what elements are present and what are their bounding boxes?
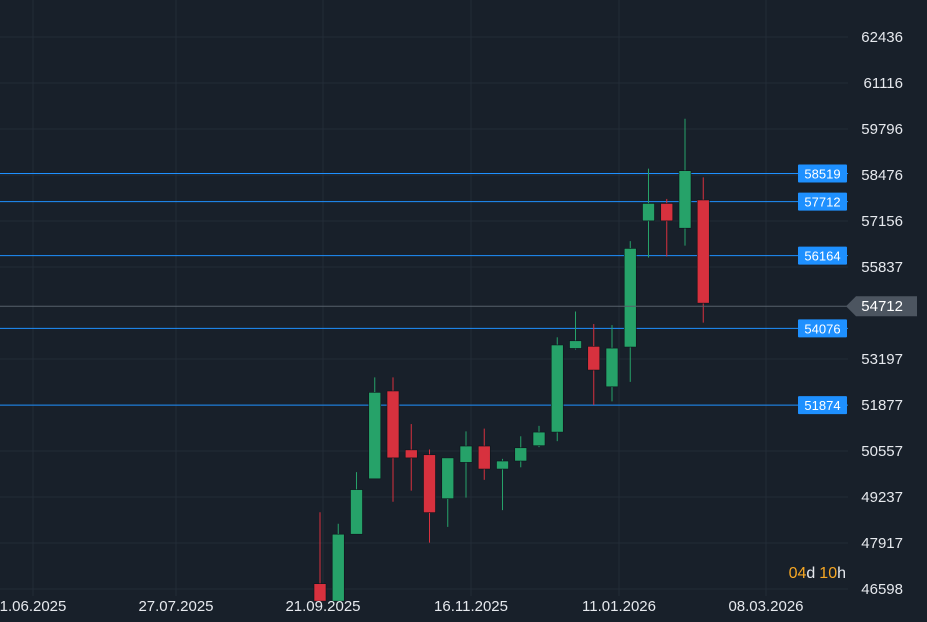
price-axis[interactable]: 62436 61116 59796 58476 57156 55837 53197 51877…: [861, 29, 903, 598]
y-tick-label: 50557: [861, 443, 903, 460]
candle[interactable]: [660, 198, 674, 257]
candle-body: [477, 445, 491, 470]
candle-body: [350, 489, 363, 535]
candle-body: [514, 447, 528, 462]
countdown-hours: 10: [819, 565, 837, 582]
current-price-marker: 54712: [0, 296, 917, 317]
level-label-box[interactable]: [798, 164, 847, 183]
candle-body: [569, 340, 582, 349]
x-tick-label: 08.03.2026: [728, 598, 803, 615]
candle[interactable]: [696, 177, 710, 323]
candle-body: [423, 454, 436, 513]
y-tick-label: 51877: [861, 397, 903, 414]
y-tick-label: 58476: [861, 167, 903, 184]
candle-body: [696, 199, 710, 304]
grid: [0, 0, 848, 596]
level-label: 58519: [804, 167, 840, 182]
candle[interactable]: [514, 436, 528, 468]
candle[interactable]: [331, 523, 345, 603]
y-tick-label: 55837: [861, 259, 903, 276]
y-tick-label: 53197: [861, 351, 903, 368]
candle[interactable]: [678, 118, 692, 246]
current-price-label: 54712: [861, 298, 903, 315]
y-tick-label: 47917: [861, 535, 903, 552]
candle-body: [404, 449, 418, 459]
horizontal-levels[interactable]: 58519 57712 56164 54076 51874: [0, 164, 848, 415]
x-tick-label: 11.01.2026: [582, 598, 656, 615]
countdown-hours-unit: h: [837, 565, 846, 582]
candle-body: [331, 533, 345, 602]
candle[interactable]: [404, 424, 418, 491]
level-label-box[interactable]: [798, 246, 847, 265]
y-tick-label: 57156: [861, 213, 903, 230]
level-label-box[interactable]: [798, 319, 847, 338]
candle-body: [313, 583, 327, 602]
candle-body: [605, 347, 619, 388]
x-tick-label: 16.11.2025: [434, 598, 508, 615]
countdown-days-unit: d: [806, 565, 815, 582]
candle-body: [386, 390, 400, 459]
candle-body: [678, 170, 692, 229]
candle-body: [496, 460, 509, 470]
candle[interactable]: [459, 431, 473, 498]
countdown-days: 04: [789, 565, 807, 582]
candle-body: [550, 344, 564, 433]
candle-body: [368, 392, 382, 480]
x-tick-label: 21.09.2025: [285, 598, 360, 615]
y-tick-label: 49237: [861, 489, 903, 506]
level-label: 51874: [804, 398, 840, 413]
y-tick-label: 61116: [864, 75, 904, 92]
level-label-box[interactable]: [798, 396, 847, 415]
candle[interactable]: [477, 428, 491, 480]
candle[interactable]: [350, 472, 363, 535]
level-label: 57712: [804, 195, 840, 210]
level-label-box[interactable]: [798, 192, 847, 211]
candle-body: [623, 248, 637, 348]
candle-body: [660, 203, 674, 222]
level-label: 54076: [804, 321, 840, 336]
candle-body: [441, 457, 455, 499]
current-price-tag: [846, 296, 917, 317]
candle[interactable]: [368, 377, 382, 480]
candle[interactable]: [313, 512, 327, 603]
candle[interactable]: [496, 458, 509, 511]
candle[interactable]: [550, 337, 564, 442]
candle[interactable]: [441, 457, 455, 527]
time-axis[interactable]: 1.06.2025 27.07.2025 21.09.2025 16.11.2025 1…: [0, 598, 804, 615]
y-tick-label: 62436: [861, 29, 903, 46]
candle[interactable]: [623, 241, 637, 382]
x-tick-label: 27.07.2025: [138, 598, 213, 615]
candle[interactable]: [569, 311, 582, 350]
candle-body: [532, 431, 546, 446]
y-tick-label: 59796: [861, 121, 903, 138]
candle-body: [459, 445, 473, 463]
candle[interactable]: [587, 324, 601, 405]
candle[interactable]: [532, 425, 546, 448]
candle-body: [642, 203, 655, 222]
candles[interactable]: [313, 118, 710, 603]
x-tick-label: 1.06.2025: [0, 598, 66, 615]
level-label: 56164: [804, 249, 840, 264]
candle[interactable]: [605, 325, 619, 402]
candle[interactable]: [386, 377, 400, 502]
countdown-timer: 04d 10h: [789, 565, 846, 582]
candle[interactable]: [423, 449, 436, 543]
y-tick-label: 46598: [861, 581, 903, 598]
candle-body: [587, 346, 601, 371]
candle[interactable]: [642, 168, 655, 258]
